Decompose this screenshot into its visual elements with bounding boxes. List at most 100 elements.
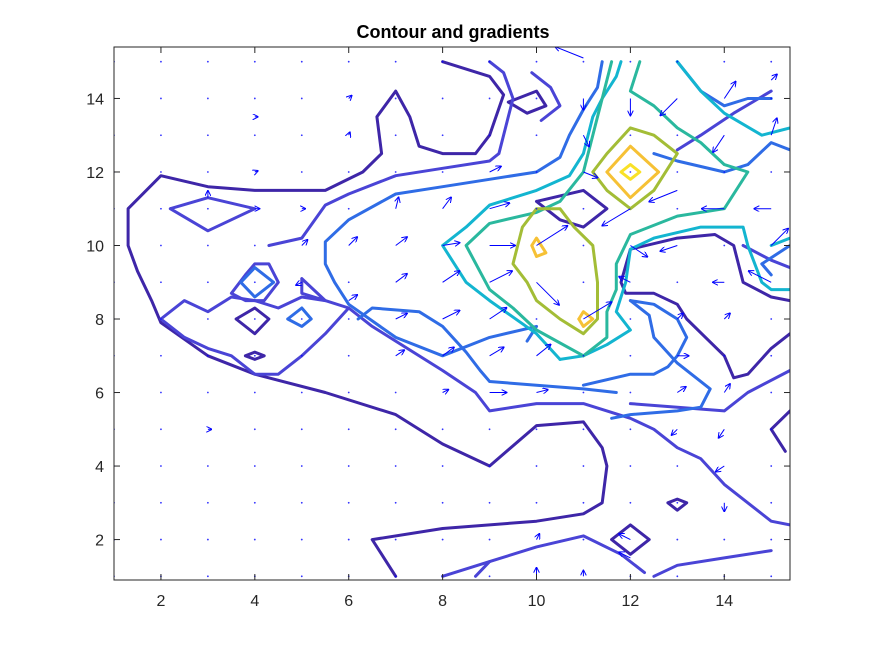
grid-dot [394,171,397,173]
grid-dot [582,281,585,284]
grid-dot [347,207,350,210]
grid-dot [300,171,303,173]
grid-dot [300,97,303,100]
grid-dot [347,465,350,467]
grid-dot [676,575,679,578]
grid-dot [582,501,585,504]
grid-dot [441,465,444,467]
grid-dot [488,538,491,541]
gradient-arrow-34 [536,345,551,357]
contour-level-4-path-3 [675,60,790,137]
grid-dot [206,281,209,284]
gradient-arrow-51 [723,82,735,99]
grid-dot [347,60,350,63]
grid-dot [160,501,162,504]
grid-dot [441,60,444,63]
contour-level-2-path-8 [628,369,790,413]
grid-dot [300,465,303,467]
grid-dot [676,171,679,173]
grid-dot [629,465,632,467]
grid-dot [394,575,397,578]
grid-dot [582,244,585,247]
y-tick-label: 6 [95,386,104,403]
grid-dot [160,60,162,63]
grid-dot [160,538,162,541]
gradient-arrow-14 [396,198,399,209]
grid-dot [770,575,773,578]
contour-level-2-path-10 [530,71,562,122]
gradient-arrow-24 [442,390,449,393]
gradient-arrow-12 [348,237,357,246]
gradient-arrow-45 [649,189,678,201]
gradient-arrow-10 [301,240,308,246]
grid-dot [676,501,679,504]
contour-level-6-path-1 [511,207,599,336]
grid-dot [441,428,444,431]
grid-dot [206,207,209,210]
y-tick-label: 12 [86,165,104,182]
grid-dot [535,134,538,137]
plot-area [114,47,790,580]
grid-dot [770,538,773,541]
grid-dot [441,501,444,504]
grid-dot [629,134,632,137]
grid-dot [347,171,350,173]
contour-level-1-path-1 [126,60,609,578]
gradient-arrow-47 [676,313,683,320]
gradient-arrow-69 [537,534,540,540]
grid-dot [253,465,256,467]
grid-dot [723,354,726,357]
grid-dot [629,428,632,431]
gradient-arrow-23 [442,347,454,357]
contour-level-3-path-1 [610,299,712,420]
x-tick-label: 4 [250,593,259,610]
grid-dot [394,134,397,137]
axes-box [113,46,791,581]
gradient-arrow-28 [489,271,512,283]
grid-dot [347,391,350,394]
contour-level-3-path-2 [356,306,618,394]
grid-dot [253,60,256,63]
grid-dot [206,244,209,247]
gradient-arrow-32 [536,226,568,246]
gradient-arrow-61 [770,118,777,136]
grid-dot [347,318,350,320]
grid-dot [629,318,632,320]
grid-dot [394,501,397,504]
grid-dot [629,171,632,173]
gradient-arrow-39 [582,134,589,146]
gradient-arrow-35 [536,390,548,393]
contour-level-1-path-7 [506,89,548,115]
gradient-arrow-40 [602,208,631,226]
contour-level-8-path-1 [619,163,642,181]
grid-dot [347,354,350,357]
grid-dot [160,465,162,467]
contour-level-1-path-3 [243,350,266,361]
gradient-arrow-21 [442,271,460,283]
grid-dot [535,428,538,431]
grid-dot [723,171,726,173]
grid-dot [441,97,444,100]
contour-level-7-path-3 [605,144,661,200]
grid-dot [488,97,491,100]
contour-level-2-path-11 [675,89,773,152]
gradient-arrow-30 [489,347,504,357]
gradient-arrow-58 [716,465,725,472]
gradient-arrow-49 [677,387,685,393]
grid-dot [206,575,209,578]
grid-dot [253,244,256,247]
grid-dot [582,354,585,357]
gradient-arrow-55 [723,313,730,320]
grid-dot [770,318,773,320]
gradient-arrow-15 [395,237,407,246]
gradient-arrow-70 [555,47,584,59]
y-tick-label: 4 [95,459,104,476]
grid-dot [253,391,256,394]
grid-dot [300,538,303,541]
gradient-arrow-18 [395,350,404,357]
grid-dot [770,428,773,431]
grid-dot [535,60,538,63]
grid-dot [535,465,538,467]
contour-level-1-path-2 [535,188,609,229]
